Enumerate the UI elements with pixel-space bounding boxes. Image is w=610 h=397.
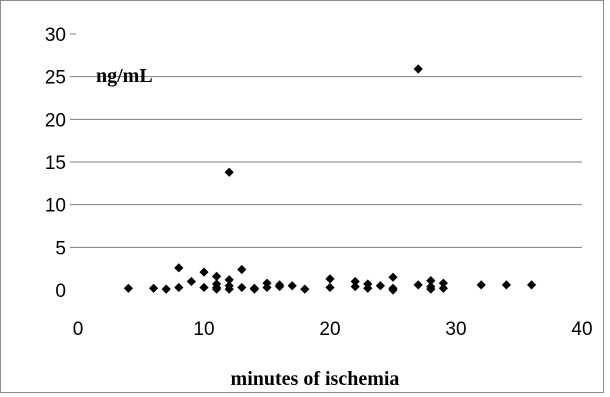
data-point <box>275 280 285 290</box>
x-tick-label: 40 <box>571 319 592 340</box>
data-point <box>161 284 171 294</box>
data-point <box>413 64 423 74</box>
data-point <box>186 276 196 287</box>
data-point <box>224 284 234 294</box>
gridlines <box>70 33 582 248</box>
data-point <box>174 282 184 293</box>
data-point <box>426 276 436 286</box>
data-point <box>350 281 360 292</box>
data-point <box>262 282 272 293</box>
x-tick-label: 10 <box>193 319 214 340</box>
data-point <box>212 271 222 281</box>
y-tick-label: 10 <box>45 196 66 217</box>
data-point <box>300 284 310 294</box>
data-point <box>388 285 398 295</box>
data-point <box>199 267 209 277</box>
data-point <box>325 282 335 293</box>
y-tick-labels: 0 5 10 15 20 25 30 <box>45 25 66 302</box>
data-point <box>476 280 486 290</box>
y-axis-label: ng/mL <box>96 65 153 87</box>
data-point <box>527 280 537 290</box>
data-point <box>413 280 423 290</box>
data-point <box>363 283 373 293</box>
x-tick-label: 20 <box>319 319 340 340</box>
x-axis-label: minutes of ischemia <box>231 368 400 390</box>
data-point <box>438 283 448 293</box>
data-points <box>123 64 537 295</box>
data-point <box>388 272 398 282</box>
y-tick-label: 15 <box>45 153 66 174</box>
data-point <box>224 275 234 285</box>
data-point <box>287 281 297 291</box>
data-point <box>212 282 222 293</box>
y-tick-label: 5 <box>55 238 66 259</box>
x-tick-label: 30 <box>445 319 466 340</box>
data-point <box>375 281 385 291</box>
data-point <box>199 282 209 293</box>
data-point <box>174 263 184 273</box>
data-point <box>438 278 448 288</box>
x-tick-label: 0 <box>73 319 84 340</box>
y-tick-label: 0 <box>55 281 66 302</box>
data-point <box>237 282 247 293</box>
data-point <box>426 284 436 294</box>
data-point <box>237 264 247 275</box>
y-tick-label: 25 <box>45 68 66 89</box>
x-tick-labels: 0 10 20 30 40 <box>73 319 593 340</box>
data-point <box>325 274 335 284</box>
data-point <box>350 276 360 287</box>
data-point <box>249 284 259 294</box>
data-point <box>149 283 159 293</box>
y-tick-label: 30 <box>45 25 66 46</box>
data-point <box>501 280 511 290</box>
y-tick-label: 20 <box>45 110 66 131</box>
data-point <box>224 167 234 177</box>
data-point <box>123 283 133 293</box>
